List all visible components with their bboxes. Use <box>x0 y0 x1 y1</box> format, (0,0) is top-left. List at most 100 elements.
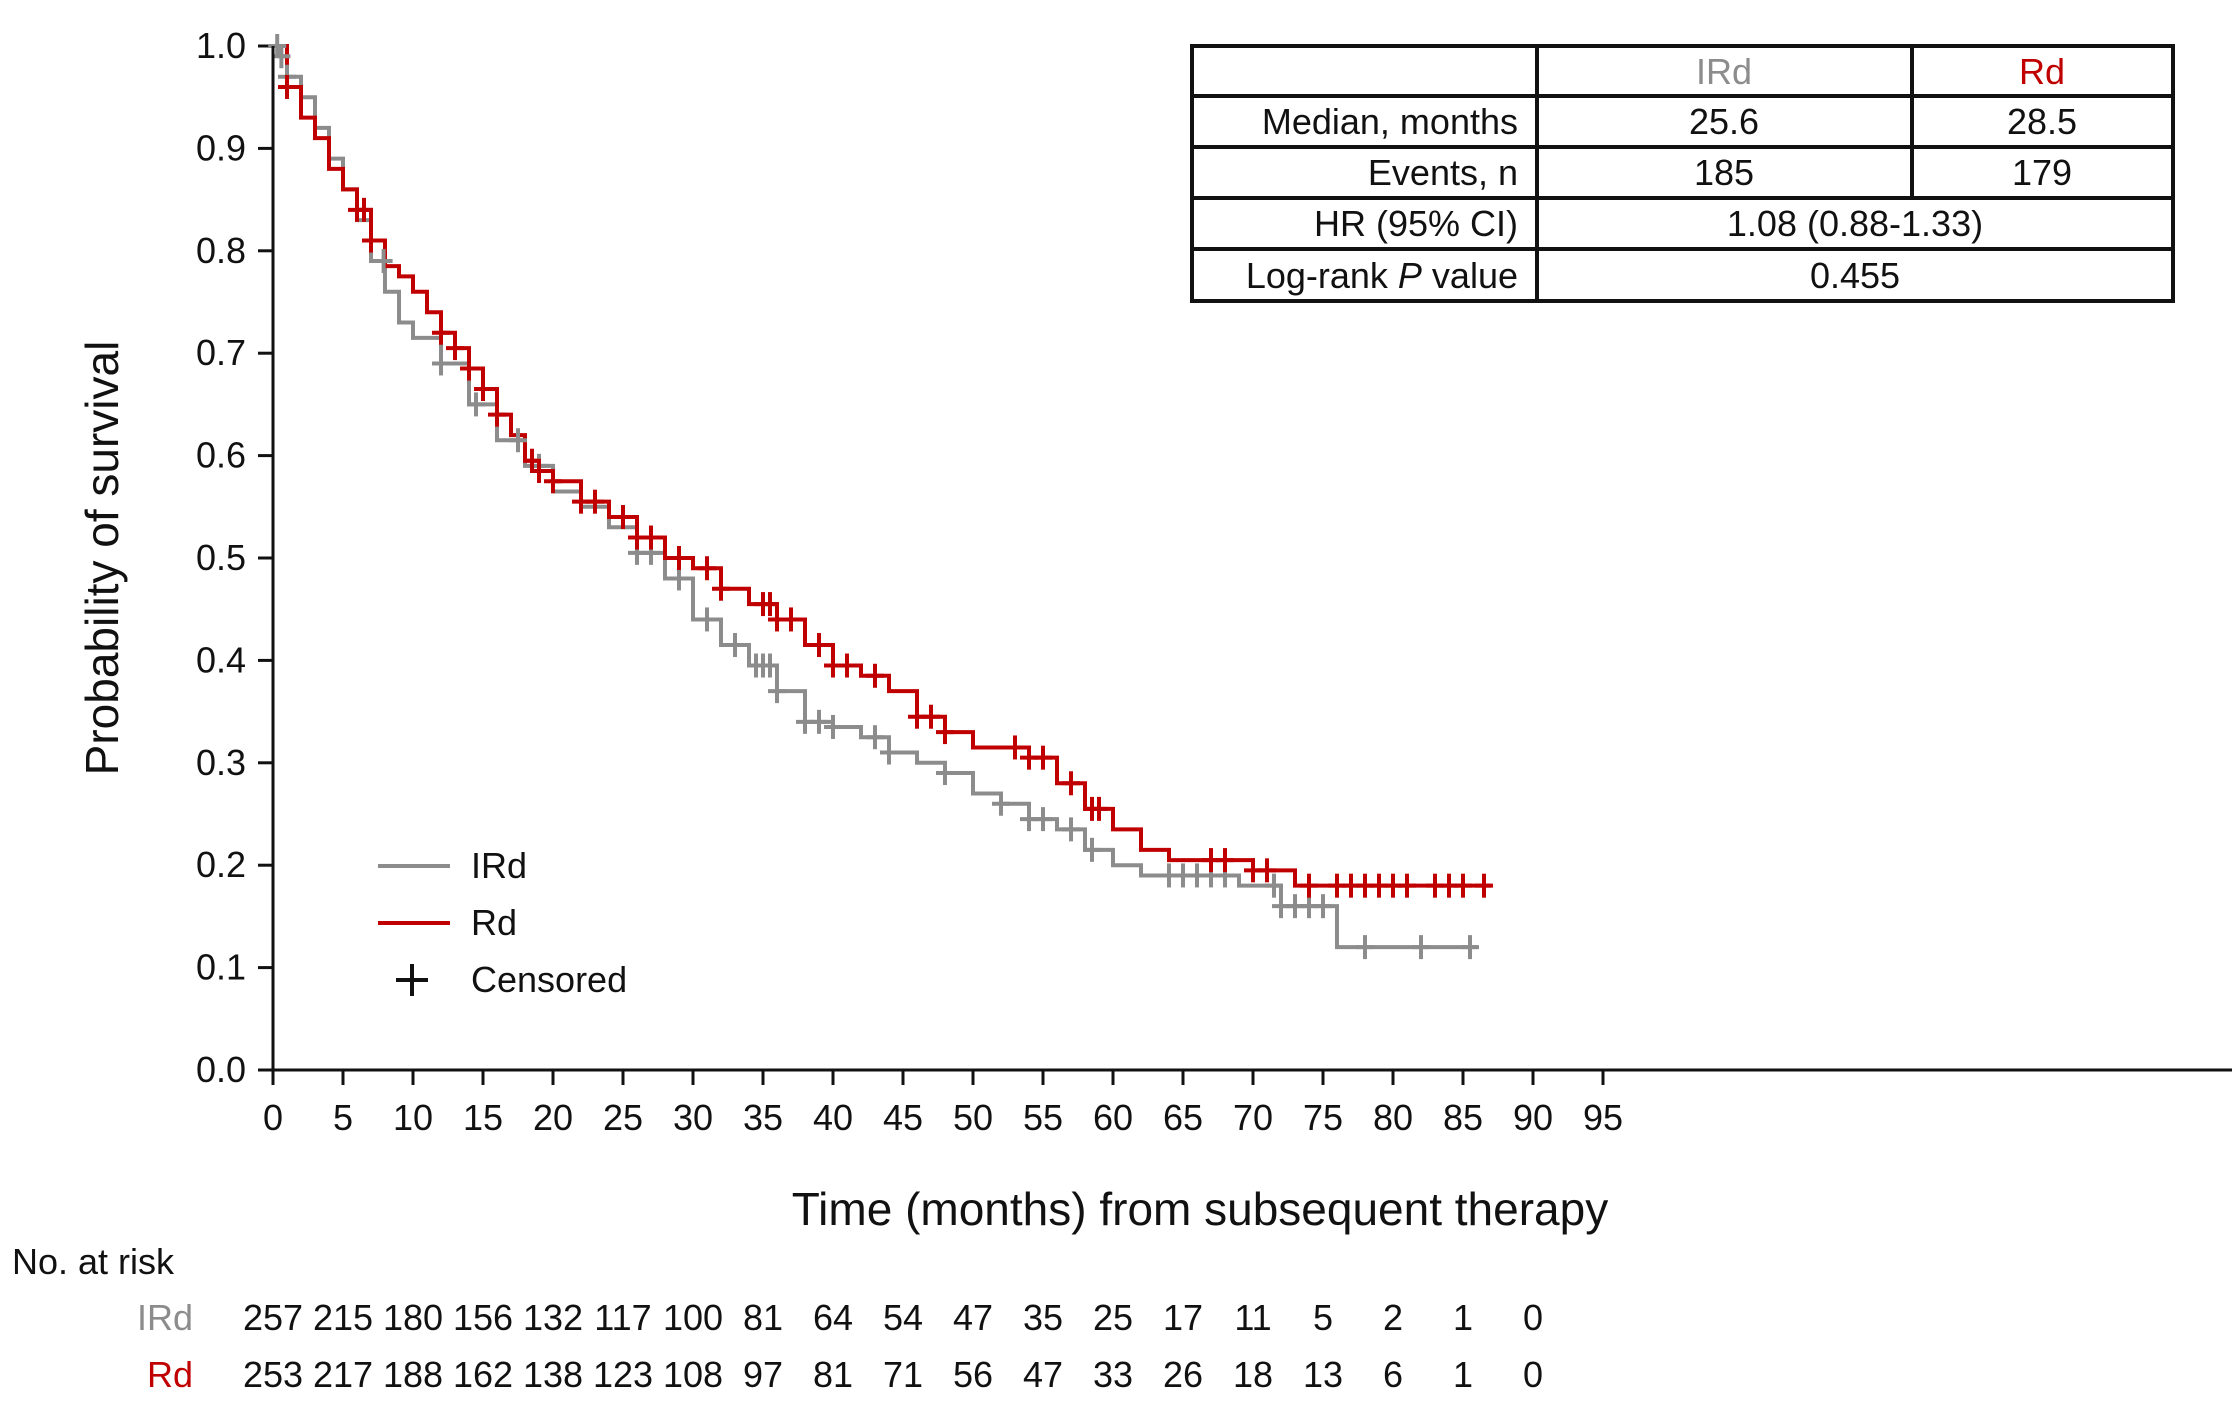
x-tick-label: 15 <box>463 1097 503 1138</box>
censor-mark-rd <box>642 525 660 550</box>
censor-mark-rd <box>1006 735 1024 760</box>
risk-value-rd: 123 <box>593 1354 653 1395</box>
censor-mark-rd <box>712 576 730 601</box>
km-curve-ird <box>273 44 1477 950</box>
x-tick-label: 40 <box>813 1097 853 1138</box>
y-tick-label: 0.7 <box>196 332 246 373</box>
x-tick-label: 5 <box>333 1097 353 1138</box>
number-at-risk-table: No. at risk IRd Rd 257 215 180 156 132 117 100… <box>12 1241 1543 1395</box>
x-tick-label: 35 <box>743 1097 783 1138</box>
risk-value-rd: 56 <box>953 1354 993 1395</box>
censor-mark-rd <box>614 505 632 530</box>
risk-value-rd: 138 <box>523 1354 583 1395</box>
risk-value-ird: 54 <box>883 1297 923 1338</box>
table-row-label-hr: HR (95% CI) <box>1314 203 1518 244</box>
y-tick-label: 0.2 <box>196 844 246 885</box>
x-tick-label: 55 <box>1023 1097 1063 1138</box>
censor-mark-ird <box>761 653 779 678</box>
table-logrank-value: 0.455 <box>1810 255 1900 296</box>
y-tick-label: 0.5 <box>196 537 246 578</box>
censor-mark-rd <box>460 356 478 381</box>
risk-value-rd: 1 <box>1453 1354 1473 1395</box>
censor-mark-ird <box>509 428 527 453</box>
y-tick-label: 0.8 <box>196 230 246 271</box>
censor-mark-rd <box>866 663 884 688</box>
x-tick-label: 80 <box>1373 1097 1413 1138</box>
censor-mark-ird <box>272 44 291 69</box>
risk-value-ird: 100 <box>663 1297 723 1338</box>
censor-mark-ird <box>467 392 485 417</box>
legend-label-rd: Rd <box>471 902 517 943</box>
risk-value-rd: 253 <box>243 1354 303 1395</box>
censor-mark-ird <box>1356 935 1374 960</box>
risk-value-rd: 81 <box>813 1354 853 1395</box>
censor-mark-rd <box>761 592 779 617</box>
censor-mark-rd <box>1300 873 1318 898</box>
censor-mark-rd <box>1258 858 1276 883</box>
x-tick-label: 65 <box>1163 1097 1203 1138</box>
risk-value-rd: 71 <box>883 1354 923 1395</box>
censor-mark-rd <box>936 720 954 745</box>
risk-value-ird: 17 <box>1163 1297 1203 1338</box>
censor-mark-rd <box>810 633 828 658</box>
censor-mark-rd <box>670 546 688 570</box>
risk-value-rd: 18 <box>1233 1354 1273 1395</box>
risk-value-ird: 2 <box>1383 1297 1403 1338</box>
legend-label-ird: IRd <box>471 845 527 886</box>
risk-value-ird: 1 <box>1453 1297 1473 1338</box>
x-tick-label: 20 <box>533 1097 573 1138</box>
x-tick-label: 25 <box>603 1097 643 1138</box>
x-tick-label: 30 <box>673 1097 713 1138</box>
censor-mark-rd <box>838 653 856 678</box>
risk-values: 257 215 180 156 132 117 100 81 64 54 47 35 25 17 11 5 2 1… <box>243 1297 1543 1395</box>
censor-mark-ird <box>1314 894 1332 919</box>
x-tick-label: 60 <box>1093 1097 1133 1138</box>
risk-value-ird: 47 <box>953 1297 993 1338</box>
risk-value-rd: 108 <box>663 1354 723 1395</box>
x-tick-label: 45 <box>883 1097 923 1138</box>
censor-mark-ird <box>810 709 828 734</box>
risk-value-ird: 257 <box>243 1297 303 1338</box>
censor-mark-ird <box>1083 837 1101 862</box>
censor-mark-rd <box>1062 771 1080 796</box>
y-tick-label: 0.0 <box>196 1049 246 1090</box>
x-axis-title: Time (months) from subsequent therapy <box>792 1183 1608 1235</box>
risk-value-rd: 26 <box>1163 1354 1203 1395</box>
legend-label-censored: Censored <box>471 959 627 1000</box>
censor-mark-rd <box>1216 848 1234 873</box>
x-tick-label: 50 <box>953 1097 993 1138</box>
risk-value-ird: 35 <box>1023 1297 1063 1338</box>
legend-censored-icon <box>396 964 428 996</box>
risk-value-rd: 97 <box>743 1354 783 1395</box>
censor-mark-rd <box>355 197 373 222</box>
x-tick-label: 95 <box>1583 1097 1623 1138</box>
y-axis-title: Probability of survival <box>76 341 128 776</box>
censor-mark-ird <box>1265 873 1283 898</box>
risk-value-rd: 47 <box>1023 1354 1063 1395</box>
censor-mark-rd <box>782 607 800 632</box>
censor-mark-rd <box>1034 745 1052 770</box>
survival-curves <box>273 44 1491 950</box>
x-tick-label: 0 <box>263 1097 283 1138</box>
risk-value-ird: 215 <box>313 1297 373 1338</box>
y-tick-label: 0.4 <box>196 639 246 680</box>
risk-value-ird: 156 <box>453 1297 513 1338</box>
y-tick-label: 1.0 <box>196 25 246 66</box>
risk-value-rd: 6 <box>1383 1354 1403 1395</box>
table-events-ird: 185 <box>1694 152 1754 193</box>
censor-marks <box>268 34 1493 960</box>
censor-mark-rd <box>544 469 562 494</box>
y-tick-label: 0.9 <box>196 127 246 168</box>
censor-mark-ird <box>1034 807 1052 832</box>
risk-value-rd: 217 <box>313 1354 373 1395</box>
censor-mark-ird <box>374 249 393 274</box>
censor-mark-ird <box>1412 935 1430 960</box>
x-tick-label: 90 <box>1513 1097 1553 1138</box>
censor-mark-ird <box>936 761 954 786</box>
risk-value-ird: 117 <box>594 1297 651 1338</box>
risk-value-rd: 188 <box>383 1354 443 1395</box>
censor-mark-rd <box>1475 873 1493 898</box>
censor-mark-ird <box>1062 817 1080 842</box>
censor-mark-ird <box>1461 935 1479 960</box>
